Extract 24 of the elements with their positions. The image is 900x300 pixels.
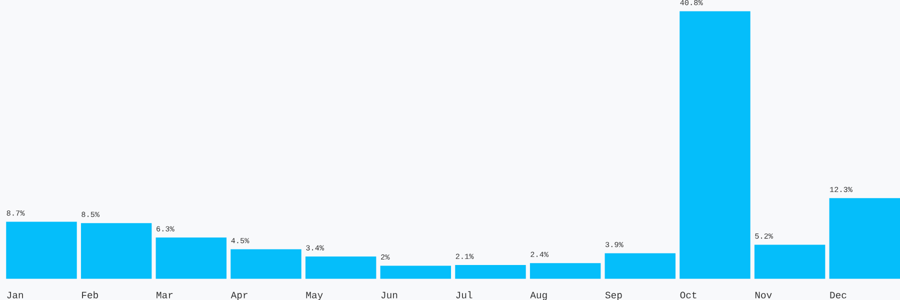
x-tick-label: Feb bbox=[82, 291, 98, 298]
bar bbox=[80, 222, 152, 279]
x-tick-label: Mar bbox=[156, 292, 173, 298]
bar bbox=[380, 266, 452, 279]
bar bbox=[455, 264, 526, 279]
bar bbox=[305, 256, 376, 279]
bar bbox=[530, 262, 601, 279]
x-tick-label: Oct bbox=[680, 292, 696, 298]
bar bbox=[680, 11, 750, 279]
x-tick-label: Sep bbox=[605, 292, 622, 300]
x-tick-label: Dec bbox=[830, 292, 846, 298]
bar bbox=[754, 244, 826, 279]
bar bbox=[230, 249, 302, 279]
x-tick-label: Jan bbox=[7, 292, 23, 298]
x-tick-label: Jul bbox=[456, 291, 472, 298]
x-tick-label: Apr bbox=[230, 292, 248, 300]
x-tick-label: Aug bbox=[530, 292, 547, 300]
bar bbox=[6, 222, 77, 279]
x-tick-label: Jun bbox=[381, 292, 398, 298]
x-tick-label: Nov bbox=[755, 292, 772, 298]
bar bbox=[604, 253, 676, 279]
bar bbox=[829, 198, 900, 279]
x-tick-label: May bbox=[306, 292, 323, 300]
bar bbox=[156, 237, 227, 279]
